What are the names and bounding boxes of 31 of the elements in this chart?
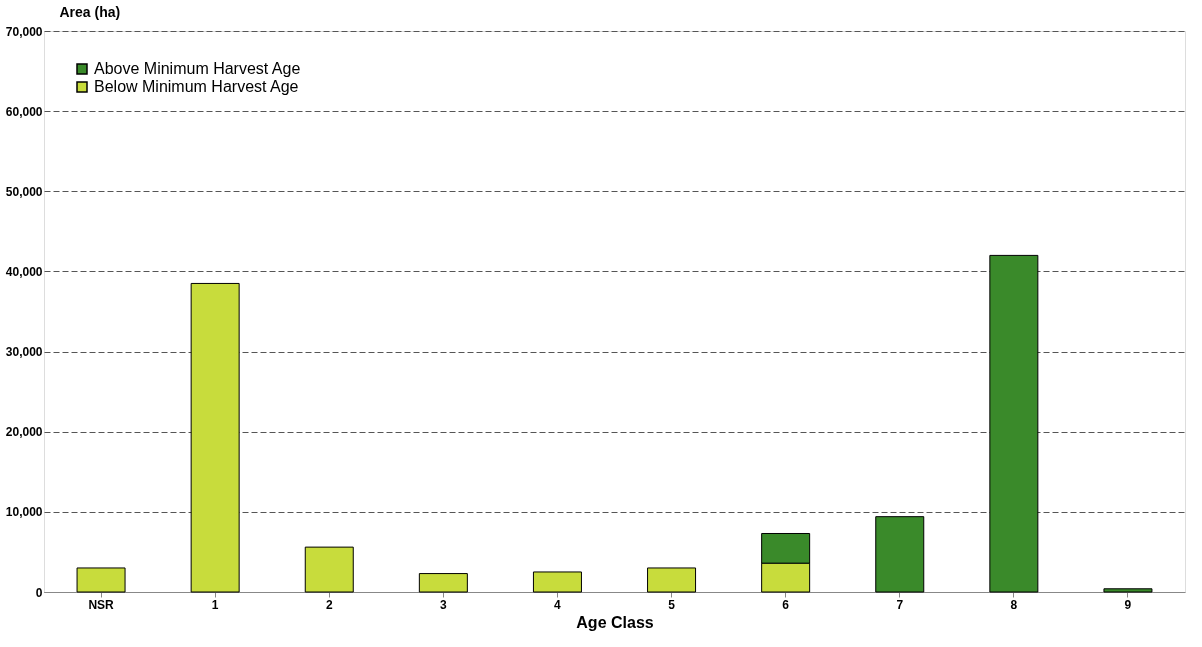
y-tick-label: 0 — [35, 585, 43, 600]
y-tick-label: 40,000 — [5, 264, 43, 279]
bar — [418, 573, 468, 593]
x-tick-label: 9 — [1124, 597, 1132, 612]
bar — [190, 282, 240, 593]
y-tick-label: 20,000 — [5, 425, 43, 440]
x-tick-label: 7 — [896, 597, 904, 612]
x-axis-title: Age Class — [576, 613, 654, 631]
bar — [875, 516, 925, 593]
y-tick-label: 70,000 — [5, 24, 43, 39]
x-tick-label: 8 — [1010, 597, 1018, 612]
x-tick-label: 1 — [211, 597, 219, 612]
x-tick-label: NSR — [88, 597, 115, 612]
bar — [1103, 588, 1153, 593]
x-tick-label: 5 — [668, 597, 676, 612]
bar — [532, 571, 582, 593]
y-tick-label: 60,000 — [5, 104, 43, 119]
x-tick-label: 3 — [440, 597, 448, 612]
x-tick-label: 4 — [554, 597, 562, 612]
y-tick-label: 50,000 — [5, 184, 43, 199]
bar — [989, 254, 1039, 593]
bar — [647, 567, 697, 593]
legend-label: Below Minimum Harvest Age — [94, 78, 299, 95]
bar — [304, 546, 354, 593]
x-tick-label: 2 — [325, 597, 333, 612]
y-tick-label: 30,000 — [5, 345, 43, 360]
y-axis-title: Area (ha) — [59, 3, 121, 20]
x-tick-label: 6 — [782, 597, 790, 612]
y-tick-label: 10,000 — [5, 505, 43, 520]
legend-label: Above Minimum Harvest Age — [94, 60, 301, 77]
bar — [76, 567, 126, 593]
